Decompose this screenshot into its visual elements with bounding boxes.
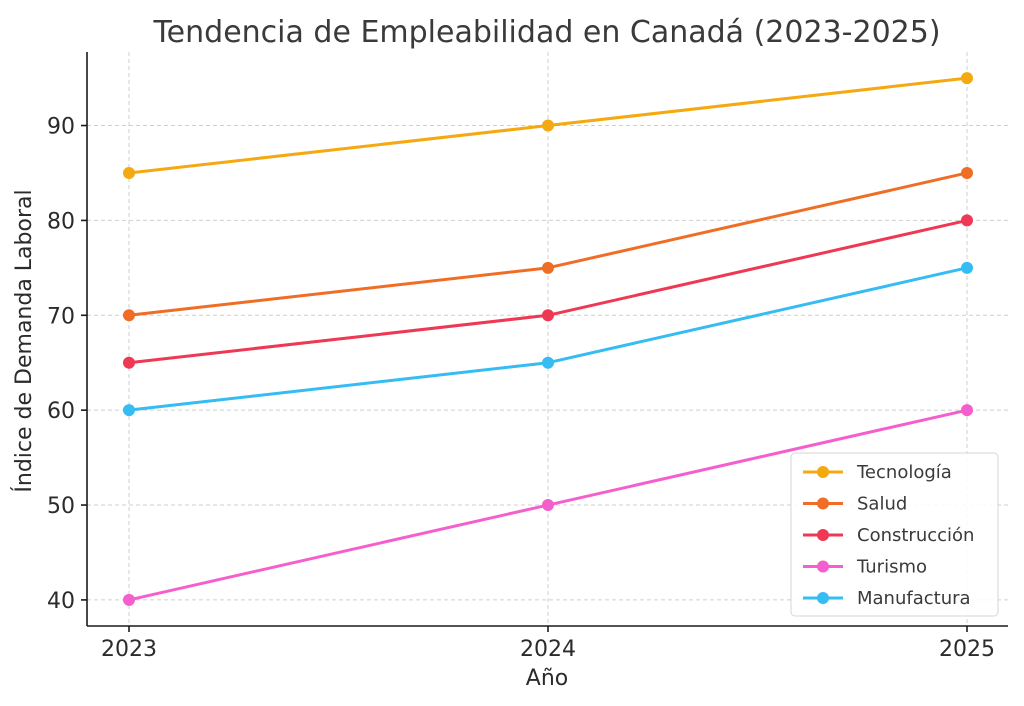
- legend-item: Salud: [803, 494, 907, 515]
- legend-marker: [817, 560, 829, 573]
- x-tick-label: 2024: [520, 637, 576, 662]
- series-4: [123, 261, 973, 417]
- tick-labels: 40 50 60 70 80 90 2023 2024 2025: [47, 115, 995, 662]
- data-point: [961, 404, 973, 417]
- data-point: [961, 214, 973, 227]
- series-1: [123, 166, 973, 322]
- series-lines: [123, 72, 973, 606]
- legend-marker: [817, 592, 829, 604]
- y-tick-label: 70: [47, 304, 75, 329]
- legend-label: Salud: [857, 494, 907, 515]
- data-point: [542, 309, 554, 322]
- data-point: [542, 499, 554, 512]
- x-axis-label: Año: [526, 666, 568, 691]
- data-point: [123, 166, 135, 179]
- legend-item: Manufactura: [803, 588, 971, 609]
- data-point: [961, 261, 973, 274]
- legend-box: [790, 452, 999, 617]
- legend-label: Manufactura: [857, 588, 971, 609]
- data-point: [542, 119, 554, 132]
- y-axis-label: Índice de Demanda Laboral: [11, 189, 37, 492]
- legend-label: Turismo: [856, 557, 927, 578]
- series-2: [123, 214, 973, 369]
- legend-item: Tecnología: [803, 462, 952, 483]
- legend-item: Turismo: [803, 557, 927, 578]
- y-tick-label: 90: [47, 115, 75, 140]
- legend-item: Construcción: [803, 525, 974, 546]
- data-point: [542, 261, 554, 274]
- y-tick-label: 40: [47, 589, 75, 614]
- legend-marker: [817, 529, 829, 541]
- data-point: [542, 356, 554, 369]
- series-3: [123, 404, 973, 606]
- x-tick-label: 2025: [939, 637, 995, 662]
- y-tick-label: 80: [47, 209, 75, 234]
- data-point: [123, 356, 135, 369]
- y-tick-label: 50: [47, 494, 75, 519]
- data-point: [961, 166, 973, 179]
- data-point: [961, 72, 973, 85]
- legend-label: Tecnología: [856, 462, 952, 483]
- legend-marker: [817, 466, 829, 478]
- data-point: [123, 309, 135, 322]
- legend: Tecnología Salud Construcción Turismo Manufa…: [790, 452, 999, 617]
- chart-title: Tendencia de Empleabilidad en Canadá (20…: [152, 15, 940, 50]
- legend-label: Construcción: [857, 525, 974, 546]
- data-point: [123, 404, 135, 417]
- y-tick-label: 60: [47, 399, 75, 424]
- series-0: [123, 72, 973, 179]
- legend-marker: [817, 497, 829, 510]
- x-tick-label: 2023: [101, 637, 157, 662]
- data-point: [123, 593, 135, 606]
